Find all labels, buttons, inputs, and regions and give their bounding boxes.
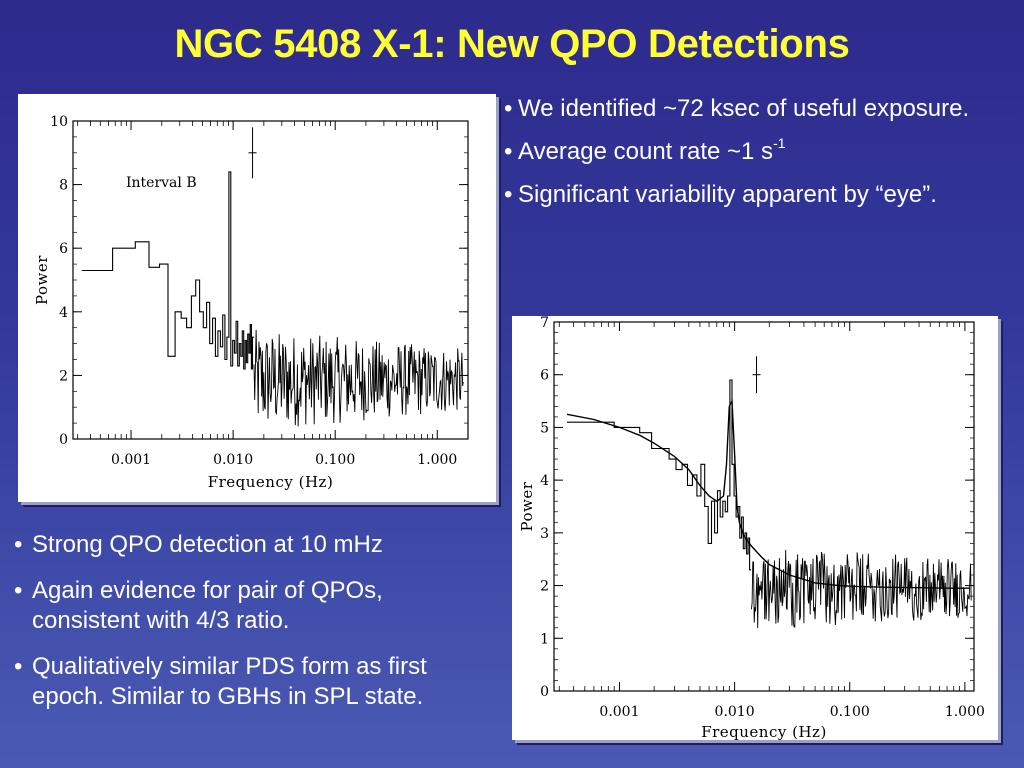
bullet-marker: •: [504, 138, 513, 165]
slide-title: NGC 5408 X-1: New QPO Detections: [174, 22, 850, 66]
y-tick-label: 0: [59, 432, 68, 448]
y-tick-label: 3: [540, 526, 549, 542]
spectrum-noise: [253, 329, 464, 427]
power-spectrum-chart-2: 0.001 0.010 0.100 1.000 0 1 2 3 4 5 6 7 Frequency (H…: [518, 316, 985, 740]
x-axis-label: Frequency (Hz): [701, 723, 827, 740]
y-tick-label: 0: [540, 684, 549, 700]
y-tick-label: 6: [540, 368, 549, 384]
bullet-item: • Again evidence for pair of QPOs, consis…: [14, 576, 484, 636]
bullet-text: Significant variability apparent by “eye…: [518, 181, 937, 208]
spectrum-histogram: [567, 379, 752, 571]
y-tick-label: 1: [540, 631, 549, 647]
y-tick-label: 2: [59, 368, 68, 384]
y-tick-label: 6: [59, 241, 68, 257]
x-tick-label: 0.100: [830, 704, 870, 720]
bullet-list-top: • We identified ~72 ksec of useful exposu…: [504, 94, 1004, 223]
power-spectrum-chart-1: 0.001 0.010 0.100 1.000 0 2 4 6 8 10 Frequency (Hz…: [33, 114, 469, 491]
bullet-marker: •: [14, 577, 23, 604]
bullet-marker: •: [14, 653, 23, 680]
x-tick-label: 0.100: [315, 452, 355, 468]
x-tick-label: 1.000: [945, 704, 985, 720]
model-curve: [566, 398, 970, 589]
bullet-superscript: -1: [773, 135, 786, 151]
y-tick-label: 2: [540, 579, 549, 595]
y-tick-label: 7: [540, 316, 549, 331]
bullet-text: Average count rate ~1 s: [518, 138, 774, 165]
y-axis-label: Power: [33, 255, 51, 305]
bullet-item: • Average count rate ~1 s-1: [504, 135, 1004, 166]
bullet-text: Qualitatively similar PDS form as first …: [32, 653, 427, 710]
plot-annotation: Interval B: [126, 175, 197, 191]
bullet-text: We identified ~72 ksec of useful exposur…: [518, 95, 970, 122]
x-tick-label: 0.001: [111, 452, 151, 468]
spectrum-noise: [750, 549, 972, 629]
x-tick-label: 0.010: [715, 704, 755, 720]
chart-panel-interval-b: 0.001 0.010 0.100 1.000 0 2 4 6 8 10 Frequency (Hz…: [18, 94, 496, 502]
bullet-marker: •: [14, 531, 23, 558]
bullet-text: Strong QPO detection at 10 mHz: [32, 531, 383, 558]
bullet-item: • We identified ~72 ksec of useful exposu…: [504, 94, 1004, 123]
x-tick-label: 0.010: [213, 452, 253, 468]
x-axis-label: Frequency (Hz): [208, 473, 334, 491]
spectrum-histogram: [81, 171, 254, 370]
chart-panel-model-fit: 0.001 0.010 0.100 1.000 0 1 2 3 4 5 6 7 Frequency (H…: [512, 316, 998, 740]
y-axis-label: Power: [518, 481, 536, 531]
x-tick-label: 1.000: [417, 452, 457, 468]
y-tick-label: 10: [50, 114, 68, 130]
y-tick-label: 4: [540, 473, 549, 489]
plot-frame: [553, 321, 975, 692]
y-tick-label: 4: [59, 305, 68, 321]
bullet-item: • Significant variability apparent by “ey…: [504, 180, 1004, 209]
y-tick-label: 5: [540, 420, 549, 436]
x-tick-label: 0.001: [599, 704, 639, 720]
bullet-list-bottom: • Strong QPO detection at 10 mHz • Again e…: [14, 530, 484, 728]
bullet-marker: •: [504, 181, 513, 208]
bullet-marker: •: [504, 95, 513, 122]
bullet-item: • Strong QPO detection at 10 mHz: [14, 530, 484, 560]
bullet-item: • Qualitatively similar PDS form as first…: [14, 652, 484, 712]
y-tick-label: 8: [59, 178, 68, 194]
bullet-text: Again evidence for pair of QPOs, consist…: [32, 577, 383, 634]
